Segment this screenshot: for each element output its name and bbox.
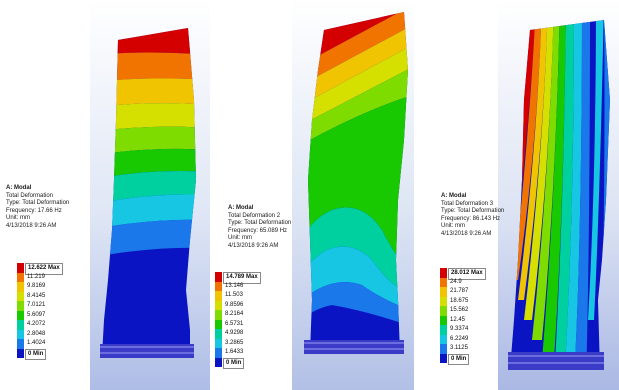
modal-result-panel-1: A: Modal Total Deformation Type: Total D… [0,0,210,390]
legend-swatch [215,291,222,301]
deformation-contour-blade-2 [304,12,408,354]
result-type: Type: Total Deformation [441,208,505,215]
legend-label: 1.6433 [225,349,244,355]
legend-swatch [17,329,24,339]
legend-label: 0 Min [223,357,245,369]
legend-label: 4.2072 [27,321,46,327]
legend-label: 9.8596 [225,301,244,308]
legend-swatch [440,306,447,316]
legend-label: 7.0121 [27,302,46,308]
legend-label: 3.2865 [225,339,244,346]
modal-result-panel-3: A: Modal Total Deformation 3 Type: Total… [424,0,619,390]
legend-label: 5.6097 [27,311,46,318]
result-type: Type: Total Deformation [6,200,70,207]
legend-swatch [17,310,24,320]
legend-label: 12.622 Max [25,263,63,275]
legend-label: 15.562 [450,307,469,313]
result-info-box-1: A: Modal Total Deformation Type: Total D… [6,185,69,231]
legend-label: 28.012 Max [448,268,486,280]
result-date: 4/13/2018 9:26 AM [228,242,279,249]
legend-swatch [440,344,447,354]
result-name: Total Deformation 3 [441,200,494,207]
legend-swatch [215,329,222,339]
result-unit: Unit: mm [6,215,30,222]
legend-swatch [215,338,222,348]
legend-swatch [440,296,447,306]
deformation-contour-blade-1 [100,28,196,358]
legend-swatch [215,300,222,310]
legend-label: 24.9 [450,278,462,285]
legend-swatch [215,281,222,291]
result-unit: Unit: mm [441,223,465,230]
legend-swatch [17,282,24,292]
analysis-title: A: Modal [228,205,254,211]
legend-label: 3.1125 [450,345,468,351]
legend-label: 0 Min [25,348,47,360]
legend-label: 8.4145 [27,292,46,299]
legend-swatch [440,353,447,363]
result-date: 4/13/2018 9:26 AM [441,230,492,237]
legend-swatch [440,277,447,287]
legend-swatch [215,348,222,358]
legend-label: 2.8048 [27,330,46,337]
legend-label: 18.675 [450,297,469,304]
legend-label: 8.2164 [225,311,244,317]
legend-label: 0 Min [448,353,470,365]
legend-swatch [17,263,57,274]
legend-swatch [17,301,24,311]
result-frequency: Frequency: 65.089 Hz [228,227,288,234]
legend-swatch [440,334,447,344]
legend-swatch [215,310,222,320]
legend-label: 14.789 Max [223,272,261,284]
legend-label: 11.503 [225,292,243,298]
legend-label: 9.3374 [450,326,469,332]
legend-swatch [17,320,24,330]
result-name: Total Deformation 2 [228,212,281,219]
legend-label: 21.787 [450,288,469,294]
legend-swatch [17,291,24,301]
result-frequency: Frequency: 86.143 Hz [441,215,501,222]
legend-swatch [215,272,255,283]
legend-label: 13.146 [225,282,244,289]
legend-label: 1.4024 [27,340,46,346]
legend-label: 12.45 [450,316,466,323]
legend-swatch [215,319,222,329]
result-info-box-2: A: Modal Total Deformation 2 Type: Total… [228,205,291,251]
legend-swatch [440,315,447,325]
analysis-title: A: Modal [441,193,467,199]
legend-label: 6.2249 [450,335,469,342]
legend-label: 4.9298 [225,330,244,336]
legend-swatch [440,287,447,297]
result-type: Type: Total Deformation [228,220,292,227]
modal-result-panel-2: A: Modal Total Deformation 2 Type: Total… [212,0,417,390]
result-info-box-3: A: Modal Total Deformation 3 Type: Total… [441,193,504,239]
legend-swatch [17,339,24,349]
legend-swatch [215,357,222,367]
legend-label: 6.5731 [225,320,244,327]
legend-swatch [17,272,24,282]
legend-swatch [440,325,447,335]
result-name: Total Deformation [6,192,54,199]
legend-label: 9.8169 [27,283,46,289]
deformation-contour-blade-3 [508,20,610,370]
analysis-title: A: Modal [6,185,32,191]
legend-swatch [17,348,24,358]
legend-swatch [440,268,480,279]
result-frequency: Frequency: 17.66 Hz [6,207,62,214]
legend-label: 11.219 [27,273,45,280]
result-date: 4/13/2018 9:26 AM [6,222,57,229]
result-unit: Unit: mm [228,235,252,242]
